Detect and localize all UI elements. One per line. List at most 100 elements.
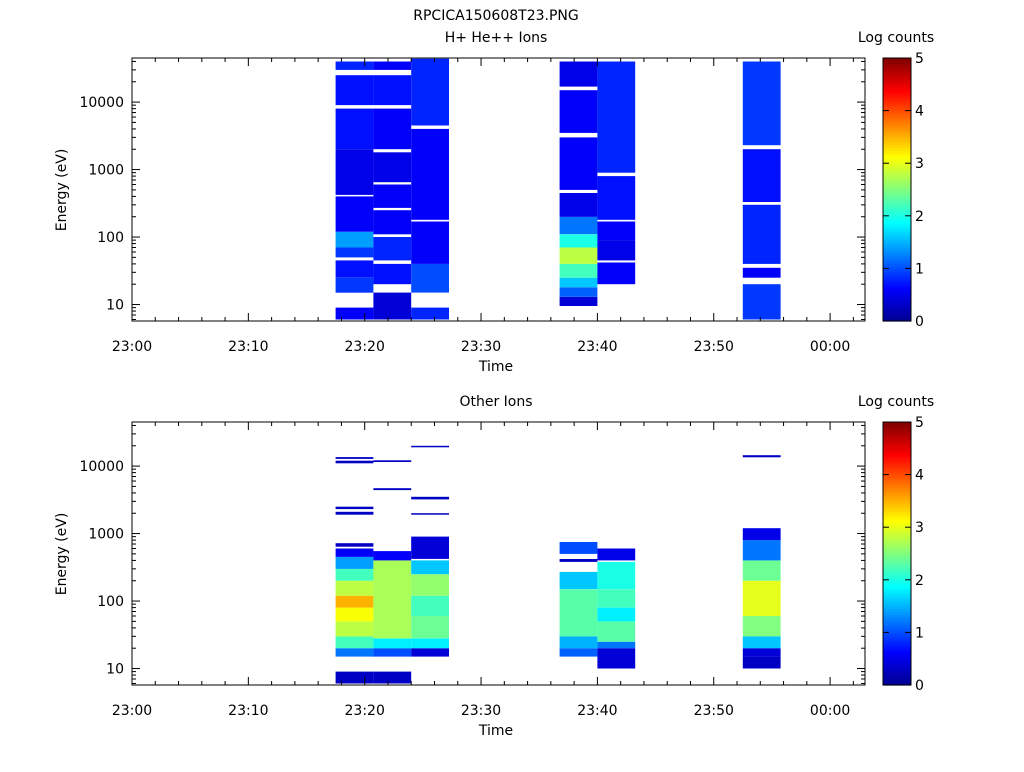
colorbar-segment [883,508,911,513]
colorbar-segment [883,157,911,162]
colorbar-segment [883,464,911,468]
colorbar-segment [883,123,911,127]
heatmap-cell [335,568,374,581]
colorbar-segment [883,637,911,641]
heatmap-cell [335,511,374,515]
colorbar-segment [883,194,911,198]
colorbar-segment [883,63,911,67]
heatmap-cell [373,460,412,462]
heatmap-cell [411,536,449,559]
colorbar-segment [883,579,911,584]
colorbar-segment [883,495,911,499]
heatmap-cell [597,607,636,622]
colorbar-segment [883,192,911,196]
colorbar-segment [883,226,911,230]
colorbar-segment [883,529,911,534]
colorbar-segment [883,297,911,301]
colorbar-segment [883,477,911,481]
colorbar-segment [883,656,911,660]
heatmap-cell [335,196,374,232]
x-tick-label: 23:40 [577,703,617,719]
colorbar-segment [883,252,911,256]
colorbar-segment [883,218,911,222]
colorbar-segment [883,674,911,678]
colorbar-segment [883,435,911,439]
panel-other-ions: Other Ions Time Energy (eV) Log counts 2… [54,394,934,739]
colorbar-segment [883,545,911,549]
heatmap-cell [597,648,636,669]
colorbar-segment [883,242,911,246]
colorbar-segment [883,493,911,497]
heatmap-cell [335,506,374,510]
colorbar-segment [883,550,911,555]
heatmap-cell [373,560,412,639]
colorbar-segment [883,181,911,185]
colorbar-segment [883,535,911,539]
colorbar-segment [883,571,911,576]
colorbar-segment [883,147,911,151]
heatmap-cell [742,580,781,616]
colorbar-segment [883,561,911,565]
heatmap-cell [411,638,449,649]
colorbar-label: Log counts [858,394,934,410]
colorbar-segment [883,131,911,135]
heatmap-cell [335,247,374,258]
colorbar-segment [883,160,911,164]
colorbar-segment [883,152,911,156]
y-tick-label: 1000 [88,527,124,543]
colorbar-segment [883,307,911,312]
x-axis-label: Time [478,359,513,375]
heatmap-cell [335,457,374,459]
colorbar-segment [883,165,911,170]
heatmap-cell [373,292,412,320]
colorbar-segment [883,458,911,463]
colorbar-segment [883,553,911,557]
colorbar-segment [883,558,911,562]
heatmap-cell [335,543,374,547]
colorbar-segment [883,105,911,109]
colorbar-tick-label: 5 [915,415,924,431]
x-tick-label: 23:30 [461,703,501,719]
colorbar-segment [883,632,911,636]
y-tick-label: 10000 [79,459,124,475]
colorbar-segment [883,629,911,633]
heatmap-cells [335,445,781,684]
colorbar-segment [883,205,911,209]
heatmap-cell [559,648,598,657]
colorbar-segment [883,537,911,541]
colorbar-segment [883,58,911,62]
colorbar-segment [883,121,911,125]
colorbar-segment [883,289,911,293]
heatmap-cell [373,551,412,561]
colorbar-segment [883,527,911,531]
x-tick-label: 23:10 [228,703,268,719]
heatmap-cell [742,284,781,320]
colorbar-segment [883,223,911,227]
colorbar-segment [883,265,911,269]
heatmap-cell [559,559,598,562]
colorbar-segment [883,92,911,96]
colorbar-tick-label: 3 [915,520,924,536]
colorbar-segment [883,89,911,93]
y-tick-label: 100 [97,230,124,246]
colorbar-segment [883,213,911,217]
colorbar-tick-label: 4 [915,468,924,484]
heatmap-cell [335,595,374,608]
colorbar-segment [883,461,911,465]
heatmap-cell [597,61,636,173]
colorbar-segment [883,276,911,280]
colorbar-segment [883,234,911,238]
heatmap-cell [335,260,374,278]
heatmap-cell [411,595,449,616]
colorbar-segment [883,422,911,426]
heatmap-cell [559,636,598,649]
colorbar-segment [883,255,911,259]
colorbar-tick-label: 4 [915,104,924,120]
colorbar-segment [883,186,911,191]
panel-h-he-ions: H+ He++ Ions Time Energy (eV) Log counts… [54,30,934,375]
colorbar-segment [883,642,911,647]
colorbar-segment [883,600,911,605]
colorbar-segment [883,682,911,686]
